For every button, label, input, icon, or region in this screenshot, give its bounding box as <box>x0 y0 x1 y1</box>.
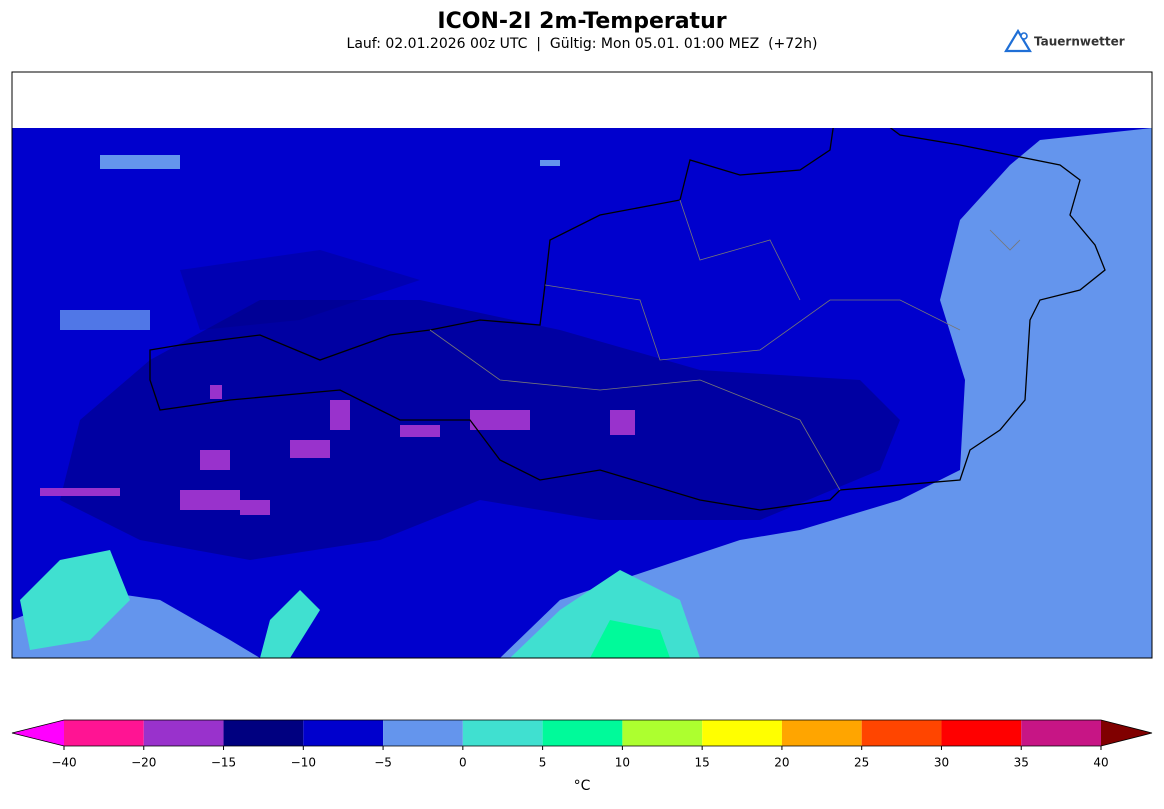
warm-area <box>260 590 320 658</box>
colorbar-segment <box>1021 720 1101 746</box>
very-cold-spots <box>40 385 635 515</box>
logo-icon <box>1004 28 1032 53</box>
colorbar-tick-label: −20 <box>131 756 156 770</box>
colorbar-tick-label: 5 <box>539 756 547 770</box>
title: ICON-2I 2m-Temperatur <box>437 9 726 34</box>
mild-patch <box>100 155 180 169</box>
mild-patch <box>60 310 150 330</box>
colorbar-tick-label: 35 <box>1014 756 1029 770</box>
colorbar-tick-label: 10 <box>615 756 630 770</box>
colorbar-segment <box>462 720 543 746</box>
colorbar-tick-label: −10 <box>291 756 316 770</box>
map-frame <box>11 71 1153 659</box>
colorbar-segment <box>781 720 862 746</box>
colorbar-label: °C <box>574 778 591 794</box>
colorbar-under <box>12 720 64 746</box>
logo-text: Tauernwetter <box>1034 35 1125 49</box>
colorbar-tick-label: −5 <box>374 756 392 770</box>
colorbar-segment <box>223 720 304 746</box>
colorbar-tick-label: 15 <box>695 756 710 770</box>
logo-dot <box>1020 32 1028 40</box>
colorbar-tick-label: 0 <box>459 756 467 770</box>
colorbar-segment <box>303 720 384 746</box>
logo: Tauernwetter <box>1004 28 1125 53</box>
colorbar-tick-label: −15 <box>211 756 236 770</box>
colorbar-segment <box>542 720 623 746</box>
colorbar-segment <box>64 720 144 746</box>
colorbar-over <box>1101 720 1152 746</box>
cold-area <box>180 250 420 330</box>
colorbar-segment <box>622 720 703 746</box>
colorbar-segment <box>941 720 1022 746</box>
colorbar-tick-label: 20 <box>774 756 789 770</box>
mild-area <box>500 128 1152 658</box>
colorbar-tick-label: −40 <box>51 756 76 770</box>
colorbar-tick-label: 40 <box>1093 756 1108 770</box>
map <box>11 71 1153 659</box>
warm-area <box>590 620 670 658</box>
colorbar-segment <box>143 720 224 746</box>
warm-area <box>20 550 130 650</box>
region-border <box>429 199 1021 491</box>
colorbar-tick-label: 30 <box>934 756 949 770</box>
colorbar-segment <box>861 720 942 746</box>
subtitle: Lauf: 02.01.2026 00z UTC | Gültig: Mon 0… <box>347 36 818 52</box>
colorbar-tick-label: 25 <box>854 756 869 770</box>
colorbar: −40 −20 −15 −10 −5 0 5 10 15 20 25 30 35 40 <box>11 719 1153 770</box>
mild-patch <box>540 160 560 166</box>
country-border <box>149 128 1106 511</box>
colorbar-segment <box>702 720 782 746</box>
colorbar-segment <box>383 720 463 746</box>
